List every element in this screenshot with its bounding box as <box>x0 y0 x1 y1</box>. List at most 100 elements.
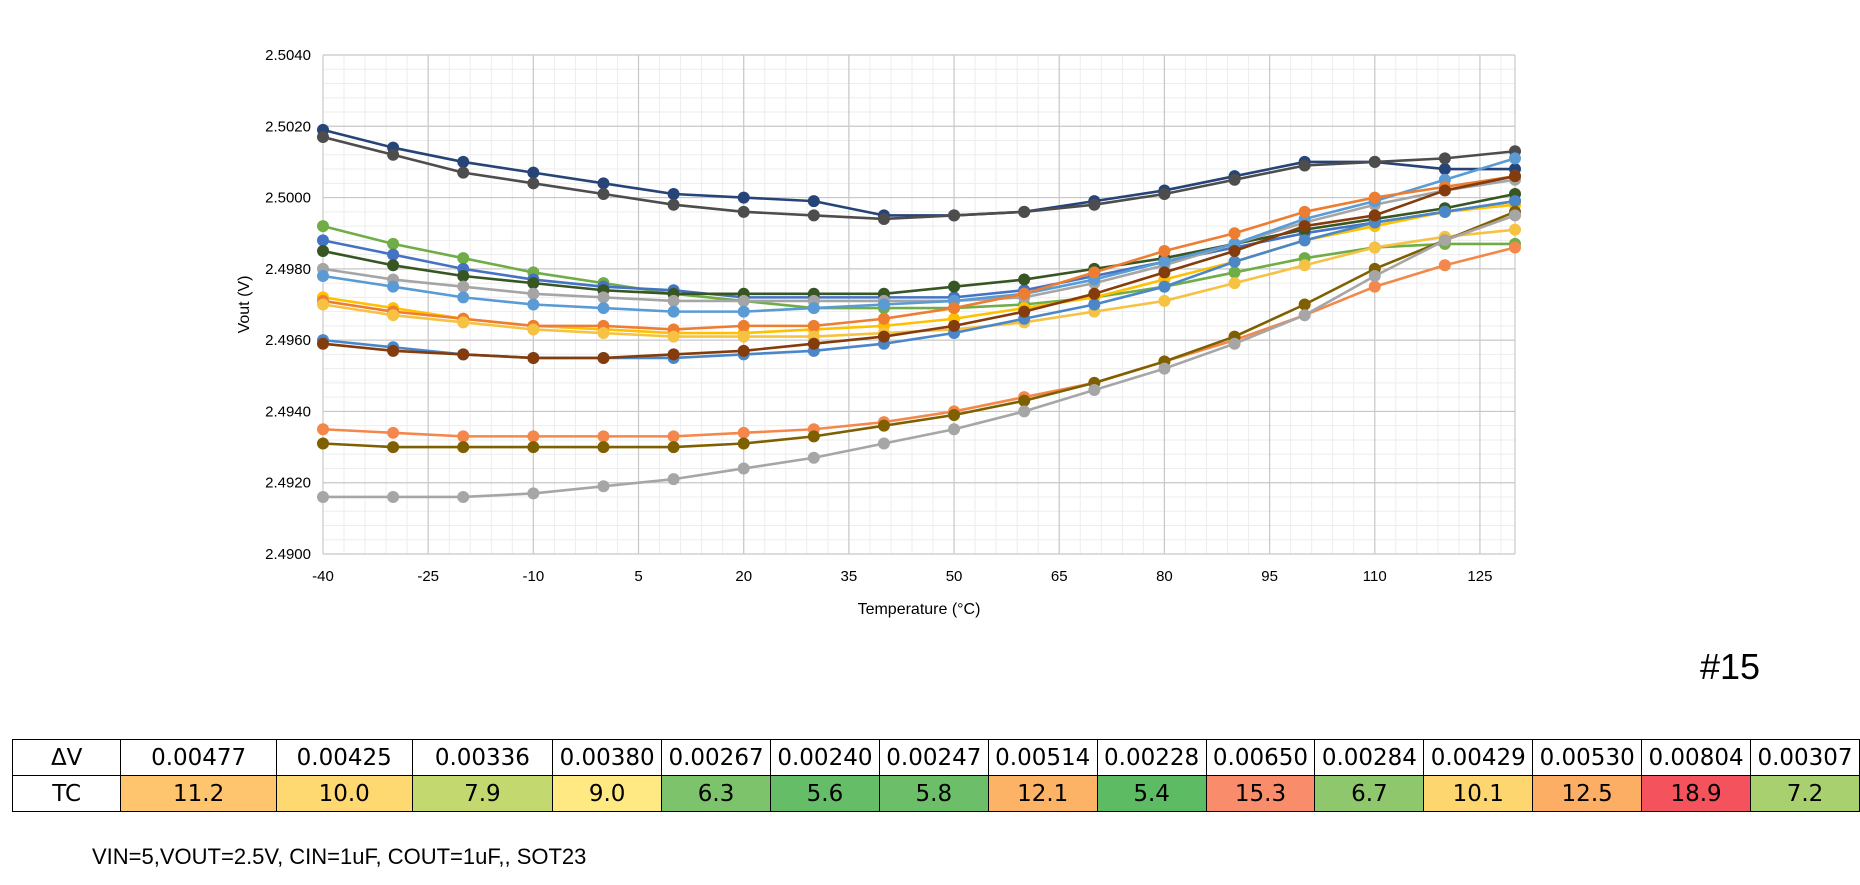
data-point <box>1158 255 1171 268</box>
y-tick-label: 2.5040 <box>265 47 311 64</box>
data-point <box>527 351 540 364</box>
series-line <box>322 157 1516 313</box>
data-point <box>948 302 961 315</box>
data-point <box>667 430 680 443</box>
data-point <box>457 166 470 179</box>
data-point <box>1509 170 1521 183</box>
data-point <box>597 302 610 315</box>
x-tick-label: 35 <box>841 568 858 585</box>
data-point <box>807 319 820 332</box>
data-point <box>1088 198 1101 211</box>
y-tick-label: 2.5000 <box>265 190 311 207</box>
data-point <box>1228 266 1241 279</box>
series-line <box>322 174 1516 360</box>
data-point <box>1018 405 1031 418</box>
data-point <box>457 348 470 361</box>
data-point <box>1438 205 1451 218</box>
major-gridlines <box>322 54 1516 555</box>
data-point <box>1509 223 1521 236</box>
data-point <box>667 305 680 318</box>
data-point <box>737 205 750 218</box>
data-point <box>387 344 400 357</box>
data-point <box>1228 255 1241 268</box>
table-cell: 0.00804 <box>1641 739 1751 776</box>
data-point <box>527 287 540 300</box>
x-tick-label: 125 <box>1467 568 1492 585</box>
y-tick-labels: 2.4900 2.4920 2.4940 2.4960 2.4980 2.5000 2.50… <box>265 47 311 563</box>
data-point <box>457 441 470 454</box>
data-point <box>667 294 680 307</box>
series-line <box>322 246 1516 438</box>
data-point <box>317 490 329 503</box>
data-point <box>527 166 540 179</box>
table-cell: 6.3 <box>661 775 771 812</box>
summary-table: ΔV 0.00477 0.00425 0.00336 0.00380 0.00267 0.0… <box>11 739 1860 812</box>
data-point <box>387 490 400 503</box>
table-cell: 0.00530 <box>1532 739 1643 776</box>
data-point <box>1509 241 1521 254</box>
data-point <box>737 344 750 357</box>
table-cell: 0.00307 <box>1750 739 1860 776</box>
table-cell: 6.7 <box>1314 775 1425 812</box>
table-cell: 10.0 <box>275 775 413 812</box>
series-1 <box>317 123 1521 222</box>
data-point <box>737 437 750 450</box>
x-tick-label: 20 <box>735 568 752 585</box>
x-tick-label: 95 <box>1261 568 1278 585</box>
data-point <box>457 291 470 304</box>
data-point <box>457 316 470 329</box>
data-point <box>877 312 890 325</box>
series-13 <box>317 241 1521 443</box>
data-point <box>877 330 890 343</box>
data-point <box>1368 280 1381 293</box>
x-tick-label: -40 <box>312 568 334 585</box>
table-cell: 12.5 <box>1532 775 1643 812</box>
data-point <box>1368 155 1381 168</box>
data-point <box>948 423 961 436</box>
data-point <box>457 490 470 503</box>
data-point <box>737 294 750 307</box>
table-cell: 0.00477 <box>120 739 277 776</box>
table-cell: 7.2 <box>1750 775 1860 812</box>
data-point <box>597 430 610 443</box>
data-point <box>317 130 329 143</box>
table-cell: 0.00240 <box>769 739 880 776</box>
data-point <box>387 280 400 293</box>
data-point <box>317 337 329 350</box>
series-line <box>322 224 1515 310</box>
data-point <box>807 302 820 315</box>
y-tick-label: 2.4960 <box>265 332 311 349</box>
data-point <box>1509 195 1521 208</box>
x-tick-label: 5 <box>634 568 642 585</box>
data-point <box>807 451 820 464</box>
data-point <box>317 423 329 436</box>
data-point <box>527 441 540 454</box>
table-cell: 0.00284 <box>1314 739 1425 776</box>
x-tick-label: -25 <box>417 568 439 585</box>
data-point <box>317 220 329 233</box>
x-tick-label: 65 <box>1051 568 1068 585</box>
table-cell: 12.1 <box>987 775 1098 812</box>
data-point <box>457 269 470 282</box>
data-point <box>1088 266 1101 279</box>
table-cell: 0.00228 <box>1096 739 1207 776</box>
data-point <box>597 291 610 304</box>
x-tick-label: 110 <box>1363 568 1387 585</box>
data-point <box>877 212 890 225</box>
y-tick-label: 2.5020 <box>265 118 311 135</box>
data-point <box>527 323 540 336</box>
data-point <box>597 441 610 454</box>
table-cell: 10.1 <box>1423 775 1534 812</box>
table-cell: 0.00425 <box>275 739 413 776</box>
data-point <box>667 188 680 201</box>
data-point <box>597 177 610 190</box>
data-point <box>1158 280 1171 293</box>
table-row: TC 11.2 10.0 7.9 9.0 6.3 5.6 5.8 12.1 5.4 15.3 6.7 1… <box>11 775 1860 812</box>
data-point <box>1018 287 1031 300</box>
table-cell: 5.6 <box>769 775 880 812</box>
data-point <box>1018 394 1031 407</box>
data-point <box>387 148 400 161</box>
data-point <box>877 298 890 311</box>
data-point <box>1158 294 1171 307</box>
data-point <box>1298 159 1311 172</box>
